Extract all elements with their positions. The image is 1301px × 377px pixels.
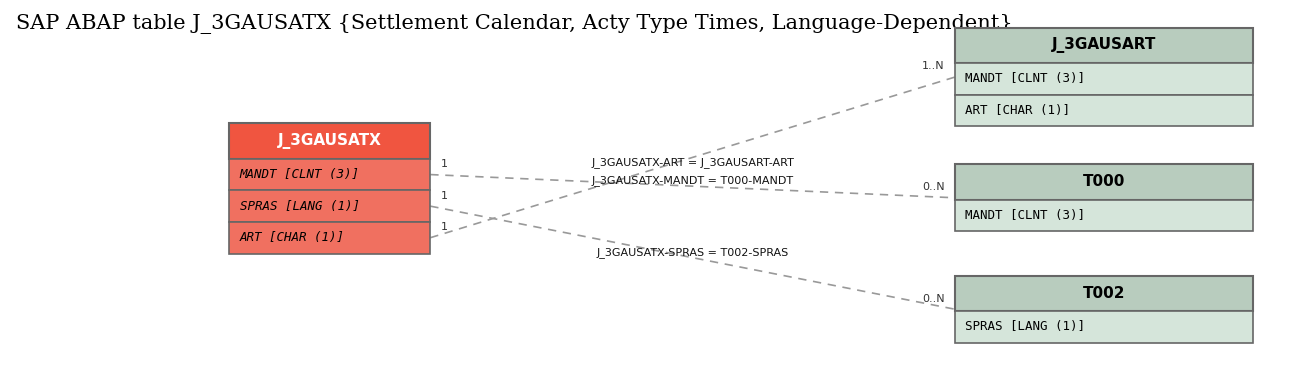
Text: 1..N: 1..N xyxy=(922,61,945,72)
Bar xyxy=(229,222,431,253)
Text: J_3GAUSART: J_3GAUSART xyxy=(1051,37,1157,54)
Text: T000: T000 xyxy=(1082,175,1125,190)
Text: 0..N: 0..N xyxy=(922,294,945,303)
Bar xyxy=(955,164,1253,200)
Bar xyxy=(229,124,431,159)
Text: T002: T002 xyxy=(1082,286,1125,301)
Text: 1: 1 xyxy=(441,222,448,232)
Text: J_3GAUSATX: J_3GAUSATX xyxy=(278,133,381,149)
Bar xyxy=(955,63,1253,95)
Text: SPRAS [LANG (1)]: SPRAS [LANG (1)] xyxy=(965,320,1085,333)
Text: 1: 1 xyxy=(441,159,448,169)
Text: 1: 1 xyxy=(441,190,448,201)
Bar xyxy=(229,159,431,190)
Text: 0..N: 0..N xyxy=(922,182,945,192)
Bar xyxy=(955,311,1253,343)
Bar xyxy=(955,28,1253,63)
Bar xyxy=(955,276,1253,311)
Text: ART [CHAR (1)]: ART [CHAR (1)] xyxy=(239,231,345,244)
Bar xyxy=(955,95,1253,126)
Text: J_3GAUSATX-ART = J_3GAUSART-ART: J_3GAUSATX-ART = J_3GAUSART-ART xyxy=(591,158,794,169)
Text: MANDT [CLNT (3)]: MANDT [CLNT (3)] xyxy=(239,168,360,181)
Bar xyxy=(955,200,1253,231)
Text: MANDT [CLNT (3)]: MANDT [CLNT (3)] xyxy=(965,72,1085,86)
Text: J_3GAUSATX-SPRAS = T002-SPRAS: J_3GAUSATX-SPRAS = T002-SPRAS xyxy=(596,247,788,257)
Text: J_3GAUSATX-MANDT = T000-MANDT: J_3GAUSATX-MANDT = T000-MANDT xyxy=(592,175,794,186)
Text: SAP ABAP table J_3GAUSATX {Settlement Calendar, Acty Type Times, Language-Depend: SAP ABAP table J_3GAUSATX {Settlement Ca… xyxy=(16,14,1012,34)
Text: SPRAS [LANG (1)]: SPRAS [LANG (1)] xyxy=(239,200,360,213)
Bar xyxy=(229,190,431,222)
Text: MANDT [CLNT (3)]: MANDT [CLNT (3)] xyxy=(965,209,1085,222)
Text: ART [CHAR (1)]: ART [CHAR (1)] xyxy=(965,104,1071,117)
